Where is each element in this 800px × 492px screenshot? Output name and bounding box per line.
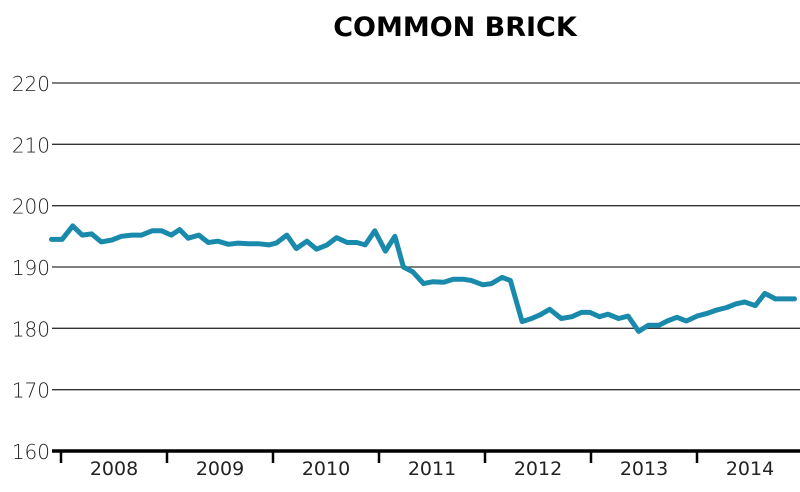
x-axis: 2008 2009 2010 2011 2012 2013 2014 xyxy=(52,449,800,480)
y-tick-label: 210 xyxy=(12,133,50,157)
series-line xyxy=(49,223,797,334)
y-tick-label: 180 xyxy=(12,317,50,341)
x-tick-label: 2012 xyxy=(514,458,562,480)
x-tick-label: 2008 xyxy=(90,458,138,480)
y-tick-label: 190 xyxy=(12,256,50,280)
chart-title: COMMON BRICK xyxy=(333,12,578,43)
y-axis: 160 170 180 190 200 210 220 xyxy=(12,72,50,464)
x-tick-label: 2010 xyxy=(302,458,350,480)
x-tick-label: 2009 xyxy=(196,458,244,480)
y-tick-label: 200 xyxy=(12,195,50,219)
y-tick-label: 170 xyxy=(12,379,50,403)
y-tick-label: 220 xyxy=(12,72,50,96)
y-tick-label: 160 xyxy=(12,440,50,464)
gridlines xyxy=(52,82,800,391)
x-tick-label: 2013 xyxy=(620,458,668,480)
x-tick-label: 2014 xyxy=(726,458,774,480)
x-tick-label: 2011 xyxy=(408,458,456,480)
